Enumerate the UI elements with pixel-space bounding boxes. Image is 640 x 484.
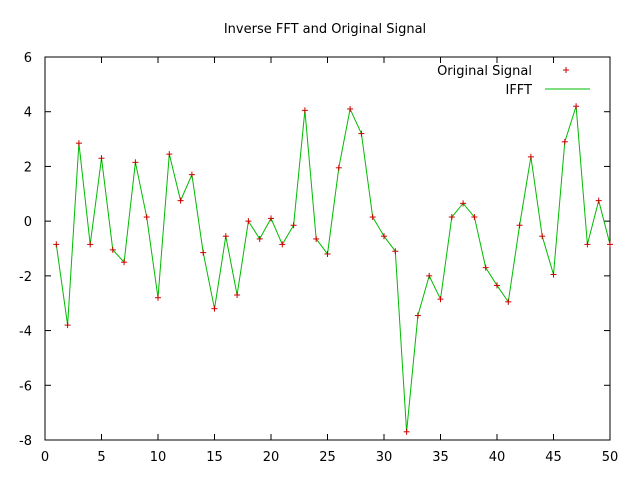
data-point-original-signal xyxy=(188,171,195,178)
data-point-original-signal xyxy=(550,271,557,278)
data-point-original-signal xyxy=(109,246,116,253)
chart-title: Inverse FFT and Original Signal xyxy=(224,22,426,37)
x-tick-label: 50 xyxy=(602,450,619,465)
data-point-original-signal xyxy=(573,103,580,110)
data-point-original-signal xyxy=(166,151,173,158)
x-tick-label: 5 xyxy=(97,450,105,465)
data-point-original-signal xyxy=(426,272,433,279)
data-point-original-signal xyxy=(290,222,297,229)
data-point-original-signal xyxy=(200,249,207,256)
x-tick-label: 15 xyxy=(206,450,223,465)
data-point-original-signal xyxy=(392,248,399,255)
x-tick-label: 35 xyxy=(432,450,449,465)
data-point-original-signal xyxy=(414,312,421,319)
y-tick-label: 6 xyxy=(24,51,32,66)
data-point-original-signal xyxy=(516,222,523,229)
axis-ticks: 0 5 10 15 20 25 30 35 40 45 50 -8 -6 -4 -2 0 2 4 6 xyxy=(19,51,618,465)
data-point-original-signal xyxy=(121,259,128,266)
x-tick-label: 25 xyxy=(319,450,336,465)
data-point-original-signal xyxy=(234,292,241,299)
data-point-original-signal xyxy=(561,138,568,145)
data-point-original-signal xyxy=(335,164,342,171)
legend-label: Original Signal xyxy=(437,64,532,79)
data-point-original-signal xyxy=(448,214,455,221)
data-point-original-signal xyxy=(460,200,467,207)
series-layer xyxy=(53,103,613,435)
data-point-original-signal xyxy=(358,130,365,137)
series-line-ifft xyxy=(55,106,611,432)
data-point-original-signal xyxy=(471,214,478,221)
y-tick-label: 0 xyxy=(24,215,32,230)
data-point-original-signal xyxy=(482,264,489,271)
data-point-original-signal xyxy=(64,322,71,329)
data-point-original-signal xyxy=(437,296,444,303)
data-point-original-signal xyxy=(301,107,308,114)
y-tick-label: -6 xyxy=(19,379,32,394)
data-point-original-signal xyxy=(584,241,591,248)
data-point-original-signal xyxy=(155,294,161,301)
legend-marker-original-signal xyxy=(563,67,569,73)
data-point-original-signal xyxy=(222,233,229,240)
x-tick-label: 45 xyxy=(545,450,562,465)
data-point-original-signal xyxy=(539,233,546,240)
x-tick-label: 20 xyxy=(263,450,280,465)
data-point-original-signal xyxy=(527,153,534,160)
data-point-original-signal xyxy=(505,298,512,305)
data-point-original-signal xyxy=(87,241,94,248)
data-point-original-signal xyxy=(607,241,613,248)
data-point-original-signal xyxy=(98,155,105,162)
data-point-original-signal xyxy=(369,214,376,221)
data-point-original-signal xyxy=(381,233,387,240)
data-point-original-signal xyxy=(132,159,139,166)
data-point-original-signal xyxy=(324,250,331,257)
legend: Original Signal IFFT xyxy=(437,64,590,98)
data-point-original-signal xyxy=(53,241,60,248)
y-tick-label: 2 xyxy=(24,160,32,175)
y-tick-label: -4 xyxy=(19,325,32,340)
data-point-original-signal xyxy=(256,235,263,242)
x-tick-label: 40 xyxy=(489,450,506,465)
data-point-original-signal xyxy=(177,197,184,204)
data-point-original-signal xyxy=(143,214,150,221)
data-point-original-signal xyxy=(211,305,218,312)
data-point-original-signal xyxy=(75,140,82,147)
x-tick-label: 30 xyxy=(376,450,393,465)
y-tick-label: 4 xyxy=(24,106,32,121)
data-point-original-signal xyxy=(595,197,602,204)
data-point-original-signal xyxy=(347,105,354,112)
data-point-original-signal xyxy=(268,215,274,222)
x-tick-label: 10 xyxy=(150,450,167,465)
data-point-original-signal xyxy=(494,282,500,289)
plot-frame xyxy=(44,56,611,441)
data-point-original-signal xyxy=(245,218,252,225)
x-tick-label: 0 xyxy=(41,450,49,465)
data-point-original-signal xyxy=(279,241,286,248)
data-point-original-signal xyxy=(313,235,320,242)
y-tick-label: -2 xyxy=(19,270,32,285)
y-tick-label: -8 xyxy=(19,434,32,449)
legend-label: IFFT xyxy=(505,83,532,98)
data-point-original-signal xyxy=(403,428,410,435)
